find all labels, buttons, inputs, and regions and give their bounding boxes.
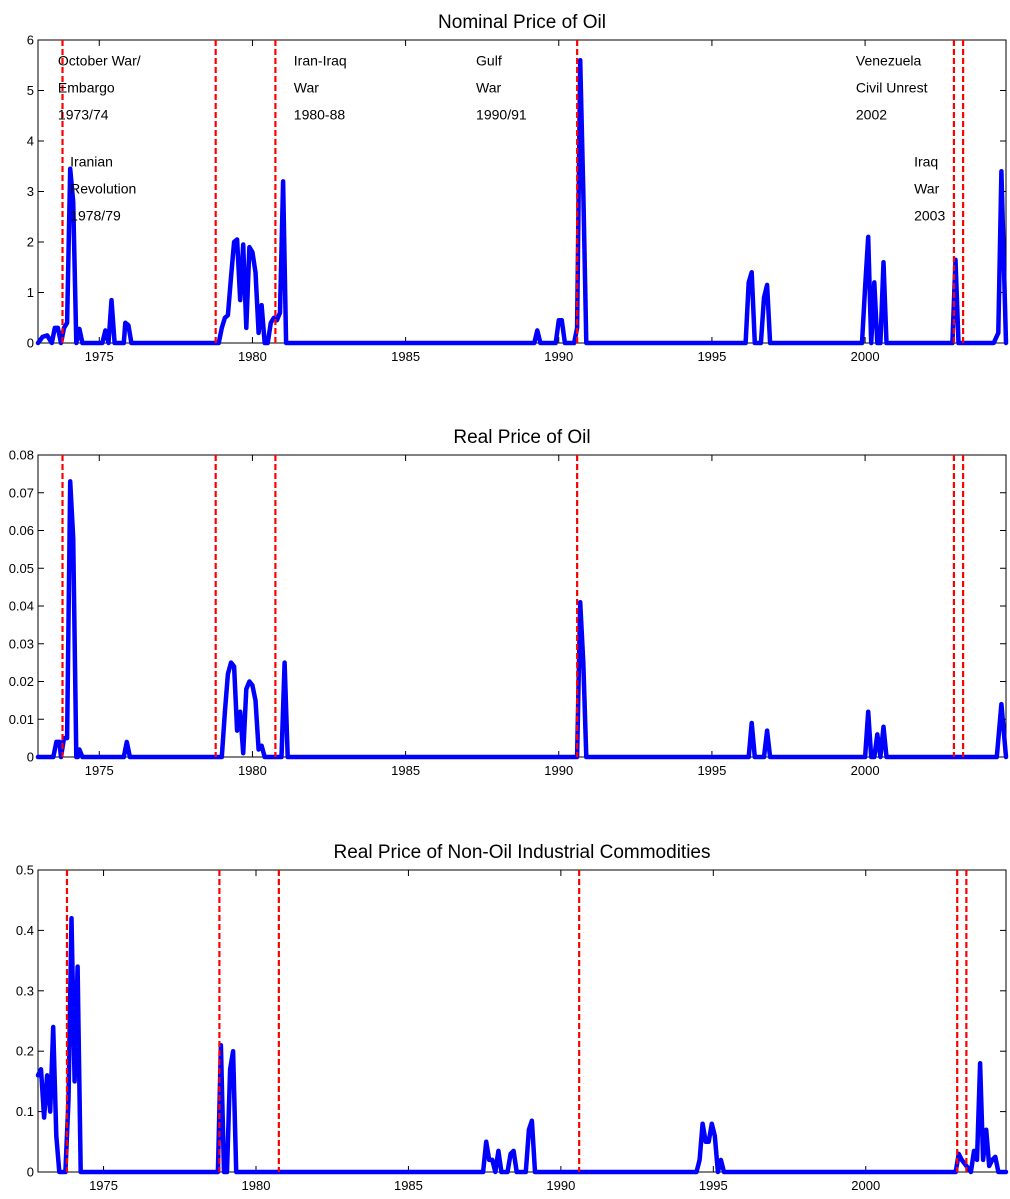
panel-1-annotation-line: War	[294, 79, 319, 95]
panel-2-xtick-label: 1990	[544, 763, 573, 778]
panel-1-ytick-label: 4	[27, 134, 34, 149]
panel-1-annotation-line: October War/	[58, 52, 141, 68]
panel-2-xtick-label: 1975	[85, 763, 114, 778]
panel-2-ytick-label: 0.03	[9, 636, 34, 651]
panel-1-annotation-line: 2003	[914, 207, 945, 223]
panel-1-xtick-label: 1980	[238, 349, 267, 364]
panel-1-title: Nominal Price of Oil	[438, 12, 606, 33]
panel-2-xtick-label: 1985	[391, 763, 420, 778]
panel-2-ytick-label: 0.08	[9, 448, 34, 463]
panel-3-ytick-label: 0.4	[16, 923, 34, 938]
panel-3-title: Real Price of Non-Oil Industrial Commodi…	[334, 842, 711, 863]
panel-1-annotation-line: Revolution	[70, 180, 136, 196]
panel-2-ytick-label: 0.01	[9, 712, 34, 727]
panel-2-plot-frame	[37, 454, 1007, 758]
panel-1-annotation-line: 1980-88	[294, 106, 346, 122]
panel-1-annotation-line: Embargo	[58, 79, 115, 95]
panel-1-annotation-line: 1978/79	[70, 207, 121, 223]
panel-2-title: Real Price of Oil	[453, 427, 590, 448]
panel-2-series-line	[35, 479, 1009, 760]
panel-3-plot-frame	[37, 869, 1007, 1173]
panel-1-xtick-label: 1975	[85, 349, 114, 364]
panel-2-xtick-label: 1995	[697, 763, 726, 778]
panel-1-xtick-label: 1990	[544, 349, 573, 364]
panel-1-ytick-label: 0	[27, 336, 34, 351]
panel-3-xtick-label: 1985	[394, 1178, 423, 1193]
panel-1-ytick-label: 6	[27, 33, 34, 48]
panel-3-ytick-label: 0.2	[16, 1044, 34, 1059]
panel-1-xtick-label: 1995	[697, 349, 726, 364]
panel-1-xtick-label: 2000	[851, 349, 880, 364]
panel-3-ytick-label: 0.1	[16, 1104, 34, 1119]
panel-3-xtick-label: 1995	[699, 1178, 728, 1193]
panel-1-annotation-line: Iran-Iraq	[294, 52, 347, 68]
panel-3-xtick-label: 1990	[546, 1178, 575, 1193]
panel-1-xtick-label: 1985	[391, 349, 420, 364]
panel-1-ytick-label: 2	[27, 235, 34, 250]
panel-2-ytick-label: 0.06	[9, 523, 34, 538]
panel-1-annotation-line: Civil Unrest	[856, 79, 928, 95]
panel-3-xtick-label: 1980	[242, 1178, 271, 1193]
panel-1-ytick-label: 5	[27, 83, 34, 98]
panel-1-ytick-label: 3	[27, 184, 34, 199]
panel-3-xtick-label: 1975	[89, 1178, 118, 1193]
panel-1-series-line	[35, 57, 1009, 346]
panel-1-annotation-line: Iranian	[70, 153, 113, 169]
panel-1-annotation-line: 1990/91	[476, 106, 527, 122]
panel-2-ytick-label: 0.04	[9, 599, 34, 614]
panel-2-ytick-label: 0.05	[9, 561, 34, 576]
panel-1-ytick-label: 1	[27, 285, 34, 300]
panel-2-ytick-label: 0.07	[9, 485, 34, 500]
panel-1-annotation-line: War	[476, 79, 501, 95]
panel-1-annotation-line: Gulf	[476, 52, 502, 68]
panel-1-annotation-line: Iraq	[914, 153, 938, 169]
panel-2-xtick-label: 2000	[851, 763, 880, 778]
panel-3-ytick-label: 0.3	[16, 983, 34, 998]
panel-2-ytick-label: 0	[27, 750, 34, 765]
panel-3-ytick-label: 0	[27, 1165, 34, 1180]
panel-3-xtick-label: 2000	[851, 1178, 880, 1193]
panel-1-annotation-line: War	[914, 180, 939, 196]
panel-2-xtick-label: 1980	[238, 763, 267, 778]
panel-2-ytick-label: 0.02	[9, 674, 34, 689]
panel-3-series-line	[35, 916, 1009, 1175]
panel-1-annotation-line: 2002	[856, 106, 887, 122]
panel-1-annotation-line: Venezuela	[856, 52, 922, 68]
panel-1-annotation-line: 1973/74	[58, 106, 109, 122]
panel-1-plot-frame	[37, 39, 1007, 344]
panel-3-ytick-label: 0.5	[16, 863, 34, 878]
